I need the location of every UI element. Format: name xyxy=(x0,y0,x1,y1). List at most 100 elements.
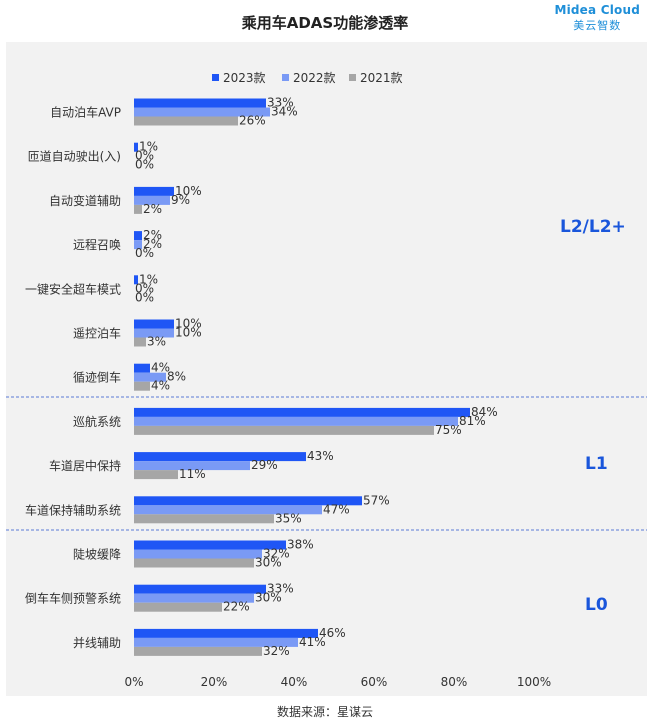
bar-2022款 xyxy=(134,107,270,117)
bar-2021款 xyxy=(134,116,238,126)
category-label: 巡航系统 xyxy=(73,414,121,429)
bar-2022款 xyxy=(134,461,250,471)
value-label: 30% xyxy=(255,556,282,570)
value-label: 0% xyxy=(135,290,154,304)
bar-2022款 xyxy=(134,372,166,382)
category-label: 并线辅助 xyxy=(73,636,121,650)
value-label: 8% xyxy=(167,370,186,384)
legend-swatch-2022款 xyxy=(282,74,289,81)
legend-label: 2021款 xyxy=(360,71,403,85)
logo-line1: Midea Cloud xyxy=(554,3,640,17)
bar-2023款 xyxy=(134,363,150,373)
value-label: 41% xyxy=(299,635,326,649)
value-label: 35% xyxy=(275,511,302,525)
x-tick-label: 40% xyxy=(281,675,308,689)
value-label: 0% xyxy=(135,149,154,163)
value-label: 1% xyxy=(139,272,158,286)
value-label: 38% xyxy=(287,538,314,552)
group-label-L0: L0 xyxy=(585,595,608,615)
bar-2021款 xyxy=(134,425,434,435)
value-label: 32% xyxy=(263,547,290,561)
category-label: 循迹倒车 xyxy=(73,370,121,385)
legend-label: 2022款 xyxy=(293,71,336,85)
bar-2023款 xyxy=(134,319,174,329)
value-label: 43% xyxy=(307,449,334,463)
bar-2021款 xyxy=(134,514,274,524)
x-tick-label: 60% xyxy=(361,675,388,689)
bar-2023款 xyxy=(134,540,286,550)
value-label: 33% xyxy=(267,96,294,110)
x-tick-label: 20% xyxy=(201,675,228,689)
value-label: 47% xyxy=(323,502,350,516)
bar-2023款 xyxy=(134,584,266,594)
bar-2022款 xyxy=(134,328,174,338)
bar-2023款 xyxy=(134,407,470,417)
bar-2021款 xyxy=(134,337,146,347)
value-label: 84% xyxy=(471,405,498,419)
value-label: 34% xyxy=(271,105,298,119)
category-label: 远程召唤 xyxy=(73,237,121,252)
data-source: 数据来源：星谋云 xyxy=(276,705,373,719)
category-label: 车道保持辅助系统 xyxy=(25,502,121,517)
group-label-L1: L1 xyxy=(585,454,608,474)
bar-2023款 xyxy=(134,142,138,152)
value-label: 10% xyxy=(175,317,202,331)
group-label-L2/L2+: L2/L2+ xyxy=(560,217,626,237)
value-label: 4% xyxy=(151,361,170,375)
bar-2021款 xyxy=(134,470,178,480)
value-label: 33% xyxy=(267,582,294,596)
bar-2023款 xyxy=(134,98,266,108)
bar-2023款 xyxy=(134,231,142,241)
legend-label: 2023款 xyxy=(223,71,266,85)
value-label: 0% xyxy=(135,158,154,172)
bar-2021款 xyxy=(134,381,150,391)
x-tick-label: 100% xyxy=(517,675,551,689)
bar-2022款 xyxy=(134,505,322,515)
category-label: 车道居中保持 xyxy=(49,458,121,473)
value-label: 2% xyxy=(143,228,162,242)
bar-2022款 xyxy=(134,593,254,603)
category-label: 匝道自动驶出(入) xyxy=(28,149,121,164)
bar-2022款 xyxy=(134,416,458,426)
bar-2023款 xyxy=(134,628,318,638)
value-label: 4% xyxy=(151,379,170,393)
value-label: 11% xyxy=(179,467,206,481)
value-label: 26% xyxy=(239,114,266,128)
bar-2022款 xyxy=(134,195,170,205)
category-label: 陡坡缓降 xyxy=(73,548,121,562)
value-label: 0% xyxy=(135,246,154,260)
value-label: 10% xyxy=(175,184,202,198)
bar-2021款 xyxy=(134,204,142,214)
category-label: 遥控泊车 xyxy=(73,326,121,341)
logo-line2: 美云智数 xyxy=(573,19,622,32)
value-label: 10% xyxy=(175,326,202,340)
x-tick-label: 0% xyxy=(124,675,143,689)
value-label: 30% xyxy=(255,591,282,605)
value-label: 0% xyxy=(135,281,154,295)
category-label: 一键安全超车模式 xyxy=(25,281,121,296)
value-label: 46% xyxy=(319,626,346,640)
category-label: 倒车车侧预警系统 xyxy=(25,591,121,606)
chart-title: 乘用车ADAS功能渗透率 xyxy=(241,14,409,32)
value-label: 32% xyxy=(263,644,290,658)
value-label: 22% xyxy=(223,600,250,614)
value-label: 57% xyxy=(363,493,390,507)
bar-2023款 xyxy=(134,452,306,462)
bar-2022款 xyxy=(134,240,142,250)
category-label: 自动泊车AVP xyxy=(50,105,121,120)
bar-2023款 xyxy=(134,275,138,285)
bar-2022款 xyxy=(134,637,298,647)
bar-2021款 xyxy=(134,602,222,612)
bar-2021款 xyxy=(134,646,262,656)
x-tick-label: 80% xyxy=(441,675,468,689)
chart-panel xyxy=(6,42,647,696)
brand-logo: Midea Cloud 美云智数 xyxy=(554,3,640,33)
legend-swatch-2021款 xyxy=(349,74,356,81)
category-label: 自动变道辅助 xyxy=(49,193,121,208)
bar-2021款 xyxy=(134,558,254,568)
value-label: 2% xyxy=(143,237,162,251)
value-label: 2% xyxy=(143,202,162,216)
bar-2023款 xyxy=(134,186,174,196)
bar-2022款 xyxy=(134,549,262,559)
legend-swatch-2023款 xyxy=(212,74,219,81)
